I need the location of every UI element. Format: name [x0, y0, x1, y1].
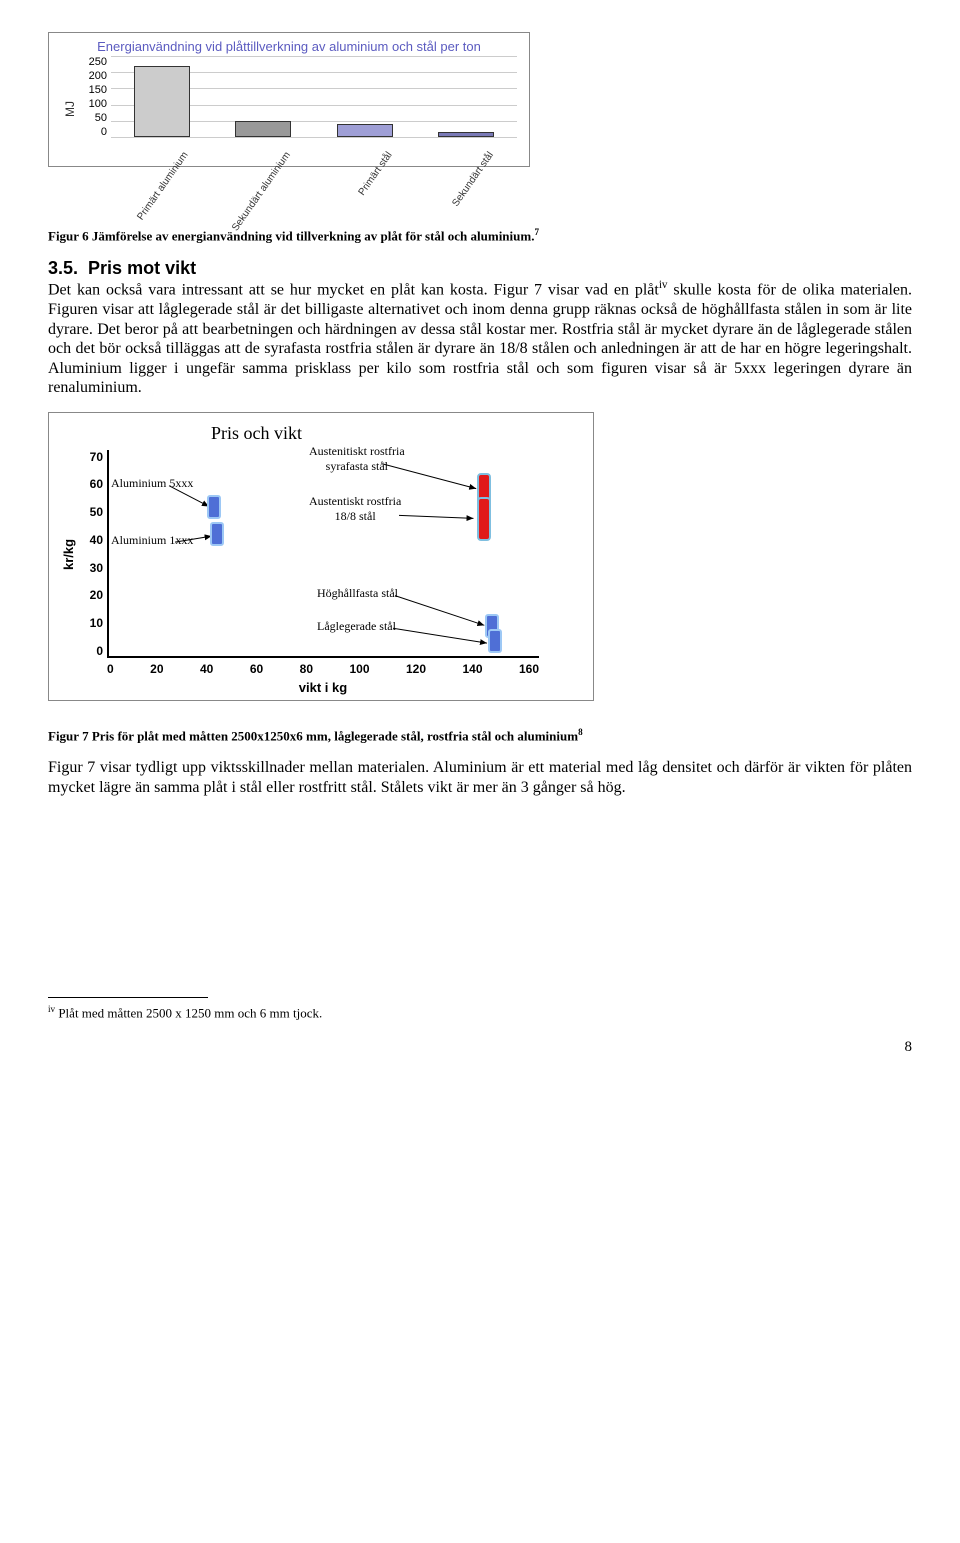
page-number: 8 — [48, 1039, 912, 1056]
figure7-caption: Figur 7 Pris för plåt med måtten 2500x12… — [48, 727, 912, 744]
energy-chart: Energianvändning vid plåttillverkning av… — [48, 32, 530, 167]
figure6-caption: Figur 6 Jämförelse av energianvändning v… — [48, 227, 912, 244]
price-weight-chart: Pris och vikt kr/kg 706050403020100 Alum… — [48, 412, 594, 701]
chart1-plot: 250200150100500 Primärt aluminiumSekundä… — [77, 56, 519, 162]
annotation-label: Låglegerade stål — [317, 619, 396, 634]
paragraph-2: Figur 7 visar tydligt upp viktsskillnade… — [48, 758, 912, 797]
chart2-title: Pris och vikt — [211, 423, 581, 444]
chart2-ylabel: kr/kg — [61, 450, 76, 658]
point-al1xxx — [210, 522, 224, 546]
bar-0 — [134, 66, 190, 137]
point-aust_188 — [477, 497, 491, 541]
annotation-label: Höghållfasta stål — [317, 586, 398, 601]
footnote-iv: iv Plåt med måtten 2500 x 1250 mm och 6 … — [48, 1004, 912, 1021]
annotation-label: Austentiskt rostfria18/8 stål — [309, 494, 401, 524]
chart1-title: Energianvändning vid plåttillverkning av… — [59, 39, 519, 54]
annotation-label: Aluminium 1xxx — [111, 533, 193, 548]
point-al5xxx — [207, 495, 221, 519]
section-heading: 3.5. Pris mot vikt — [48, 258, 912, 279]
paragraph-1: Det kan också vara intressant att se hur… — [48, 279, 912, 397]
chart1-ylabel: MJ — [59, 56, 77, 162]
footnote-rule — [48, 997, 208, 998]
point-lagleg — [488, 629, 502, 653]
annotation-label: Austenitiskt rostfriasyrafasta stål — [309, 444, 405, 474]
chart2-xlabel: vikt i kg — [107, 680, 539, 695]
annotation-label: Aluminium 5xxx — [111, 476, 193, 491]
